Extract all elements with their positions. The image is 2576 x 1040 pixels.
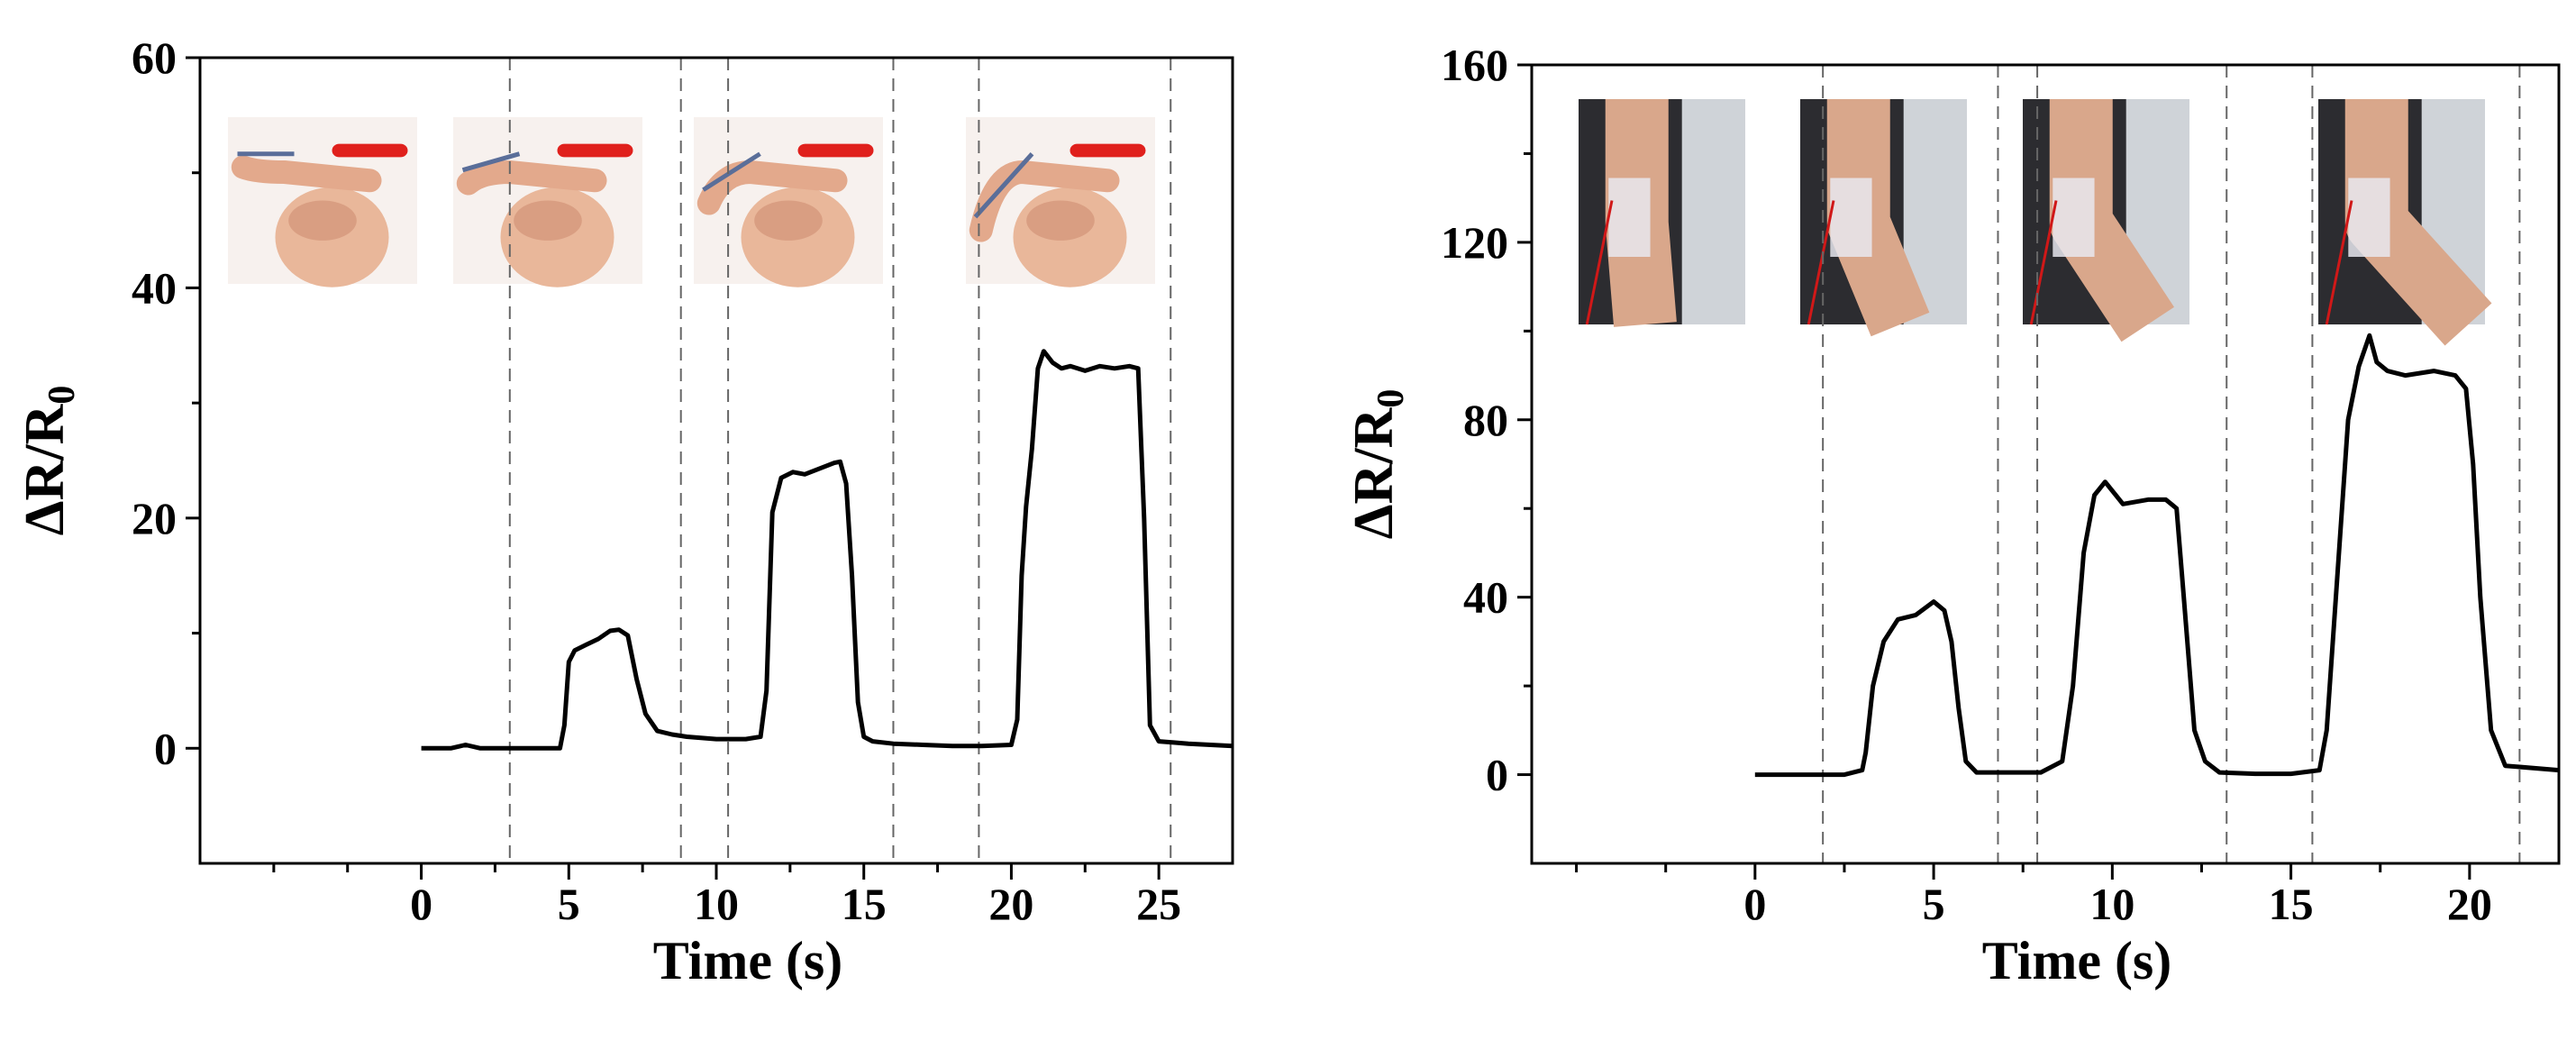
sensor-strip-shape — [702, 151, 761, 192]
x-axis-label: Time (s) — [653, 931, 843, 990]
sensor-tape-shape — [2348, 178, 2390, 257]
red-wire-shape — [2029, 200, 2058, 325]
red-wire-shape — [2325, 200, 2353, 325]
hand-fold-shape — [514, 200, 582, 241]
x-tick-label: 15 — [2269, 879, 2314, 929]
sensor-tape-shape — [2053, 178, 2095, 257]
y-tick-label: 40 — [1463, 572, 1508, 623]
sensor-strip-shape — [973, 152, 1034, 219]
x-tick-label: 20 — [2447, 879, 2492, 929]
x-tick-label: 0 — [410, 879, 432, 929]
y-axis-label-main: ΔR/R — [14, 403, 76, 535]
inset-photo-finger-bend-large — [966, 117, 1155, 287]
y-tick-label: 0 — [1486, 750, 1508, 800]
y-tick-label: 120 — [1441, 217, 1508, 268]
red-clip-shape — [1070, 143, 1146, 158]
plot-frame — [1530, 63, 2561, 865]
inset-photo-finger-bend-slight — [453, 117, 642, 287]
sensor-strip-shape — [461, 151, 521, 173]
inset-photo-finger-bend-medium — [694, 117, 883, 287]
x-tick-label: 0 — [1743, 879, 1766, 929]
inset-photo-elbow-bend-medium — [2023, 99, 2189, 342]
x-axis-label: Time (s) — [1982, 931, 2172, 990]
inset-photo-elbow-bend-large — [2318, 99, 2492, 346]
red-clip-shape — [332, 143, 408, 158]
finger-shape — [456, 160, 607, 196]
finger-shape — [231, 155, 382, 193]
red-wire-shape — [1585, 200, 1614, 325]
hand-fold-shape — [288, 200, 357, 241]
y-axis-label: ΔR/R0 — [1343, 389, 1412, 540]
y-tick-label: 0 — [154, 723, 177, 773]
x-tick-label: 15 — [842, 879, 887, 929]
x-tick-label: 10 — [2089, 879, 2135, 929]
red-wire-shape — [1807, 200, 1835, 325]
x-tick-label: 10 — [694, 879, 739, 929]
y-tick-label: 20 — [132, 493, 177, 543]
x-tick-label: 5 — [558, 879, 580, 929]
y-axis-label: ΔR/R0 — [14, 386, 83, 536]
wall-background — [1681, 99, 1745, 324]
y-tick-label: 80 — [1463, 395, 1508, 445]
y-tick-label: 40 — [132, 262, 177, 313]
series-line — [1754, 333, 2560, 778]
hand-fold-shape — [754, 200, 823, 241]
x-tick-label: 20 — [988, 879, 1033, 929]
sensor-tape-shape — [1830, 178, 1872, 257]
sensor-tape-shape — [1608, 178, 1651, 257]
y-axis-label-subscript: 0 — [1370, 389, 1412, 408]
y-axis-label-subscript: 0 — [41, 386, 83, 405]
y-tick-label: 160 — [1441, 40, 1508, 90]
red-clip-shape — [557, 143, 633, 158]
inset-photo-elbow-straight — [1579, 99, 1745, 327]
x-tick-label: 5 — [1923, 879, 1945, 929]
x-tick-label: 25 — [1136, 879, 1181, 929]
finger-shape — [696, 160, 848, 215]
inset-photo-elbow-bend-slight — [1800, 99, 1967, 337]
y-axis-label-main: ΔR/R — [1343, 406, 1405, 539]
hand-fold-shape — [1026, 200, 1095, 241]
red-clip-shape — [797, 143, 874, 158]
finger-shape — [969, 160, 1120, 242]
series-line — [421, 349, 1233, 751]
inset-photo-finger-straight — [228, 117, 417, 287]
y-tick-label: 60 — [132, 32, 177, 83]
